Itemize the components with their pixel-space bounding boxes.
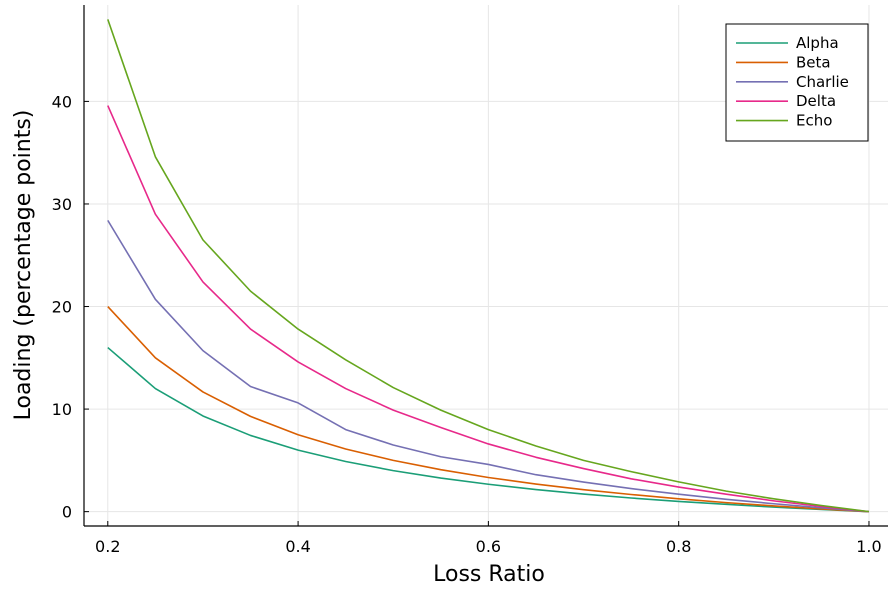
legend-label-echo: Echo bbox=[796, 112, 832, 130]
legend-label-delta: Delta bbox=[796, 92, 836, 110]
y-tick-label: 30 bbox=[52, 195, 72, 214]
y-tick-label: 20 bbox=[52, 298, 72, 317]
series-line-charlie bbox=[107, 219, 870, 513]
series-line-beta bbox=[107, 305, 870, 513]
x-tick-label: 1.0 bbox=[856, 537, 881, 556]
axes bbox=[83, 5, 888, 527]
legend-label-alpha: Alpha bbox=[796, 34, 839, 52]
x-axis-title: Loss Ratio bbox=[433, 562, 545, 587]
x-tick-label: 0.2 bbox=[95, 537, 120, 556]
legend-label-charlie: Charlie bbox=[796, 73, 849, 91]
series-line-echo bbox=[107, 19, 870, 513]
y-tick-label: 0 bbox=[62, 503, 72, 522]
x-tick-label: 0.4 bbox=[285, 537, 310, 556]
y-axis-title: Loading (percentage points) bbox=[11, 110, 36, 421]
tick-labels: 0.2 0.4 0.6 0.8 1.0 0 10 20 30 40 bbox=[52, 92, 882, 556]
x-tick-label: 0.6 bbox=[476, 537, 501, 556]
y-tick-label: 10 bbox=[52, 400, 72, 419]
plot-series bbox=[107, 19, 870, 513]
legend-label-beta: Beta bbox=[796, 53, 831, 71]
y-tick-label: 40 bbox=[52, 92, 72, 111]
series-line-alpha bbox=[107, 346, 870, 513]
series-line-delta bbox=[107, 105, 870, 513]
x-tick-label: 0.8 bbox=[666, 537, 691, 556]
